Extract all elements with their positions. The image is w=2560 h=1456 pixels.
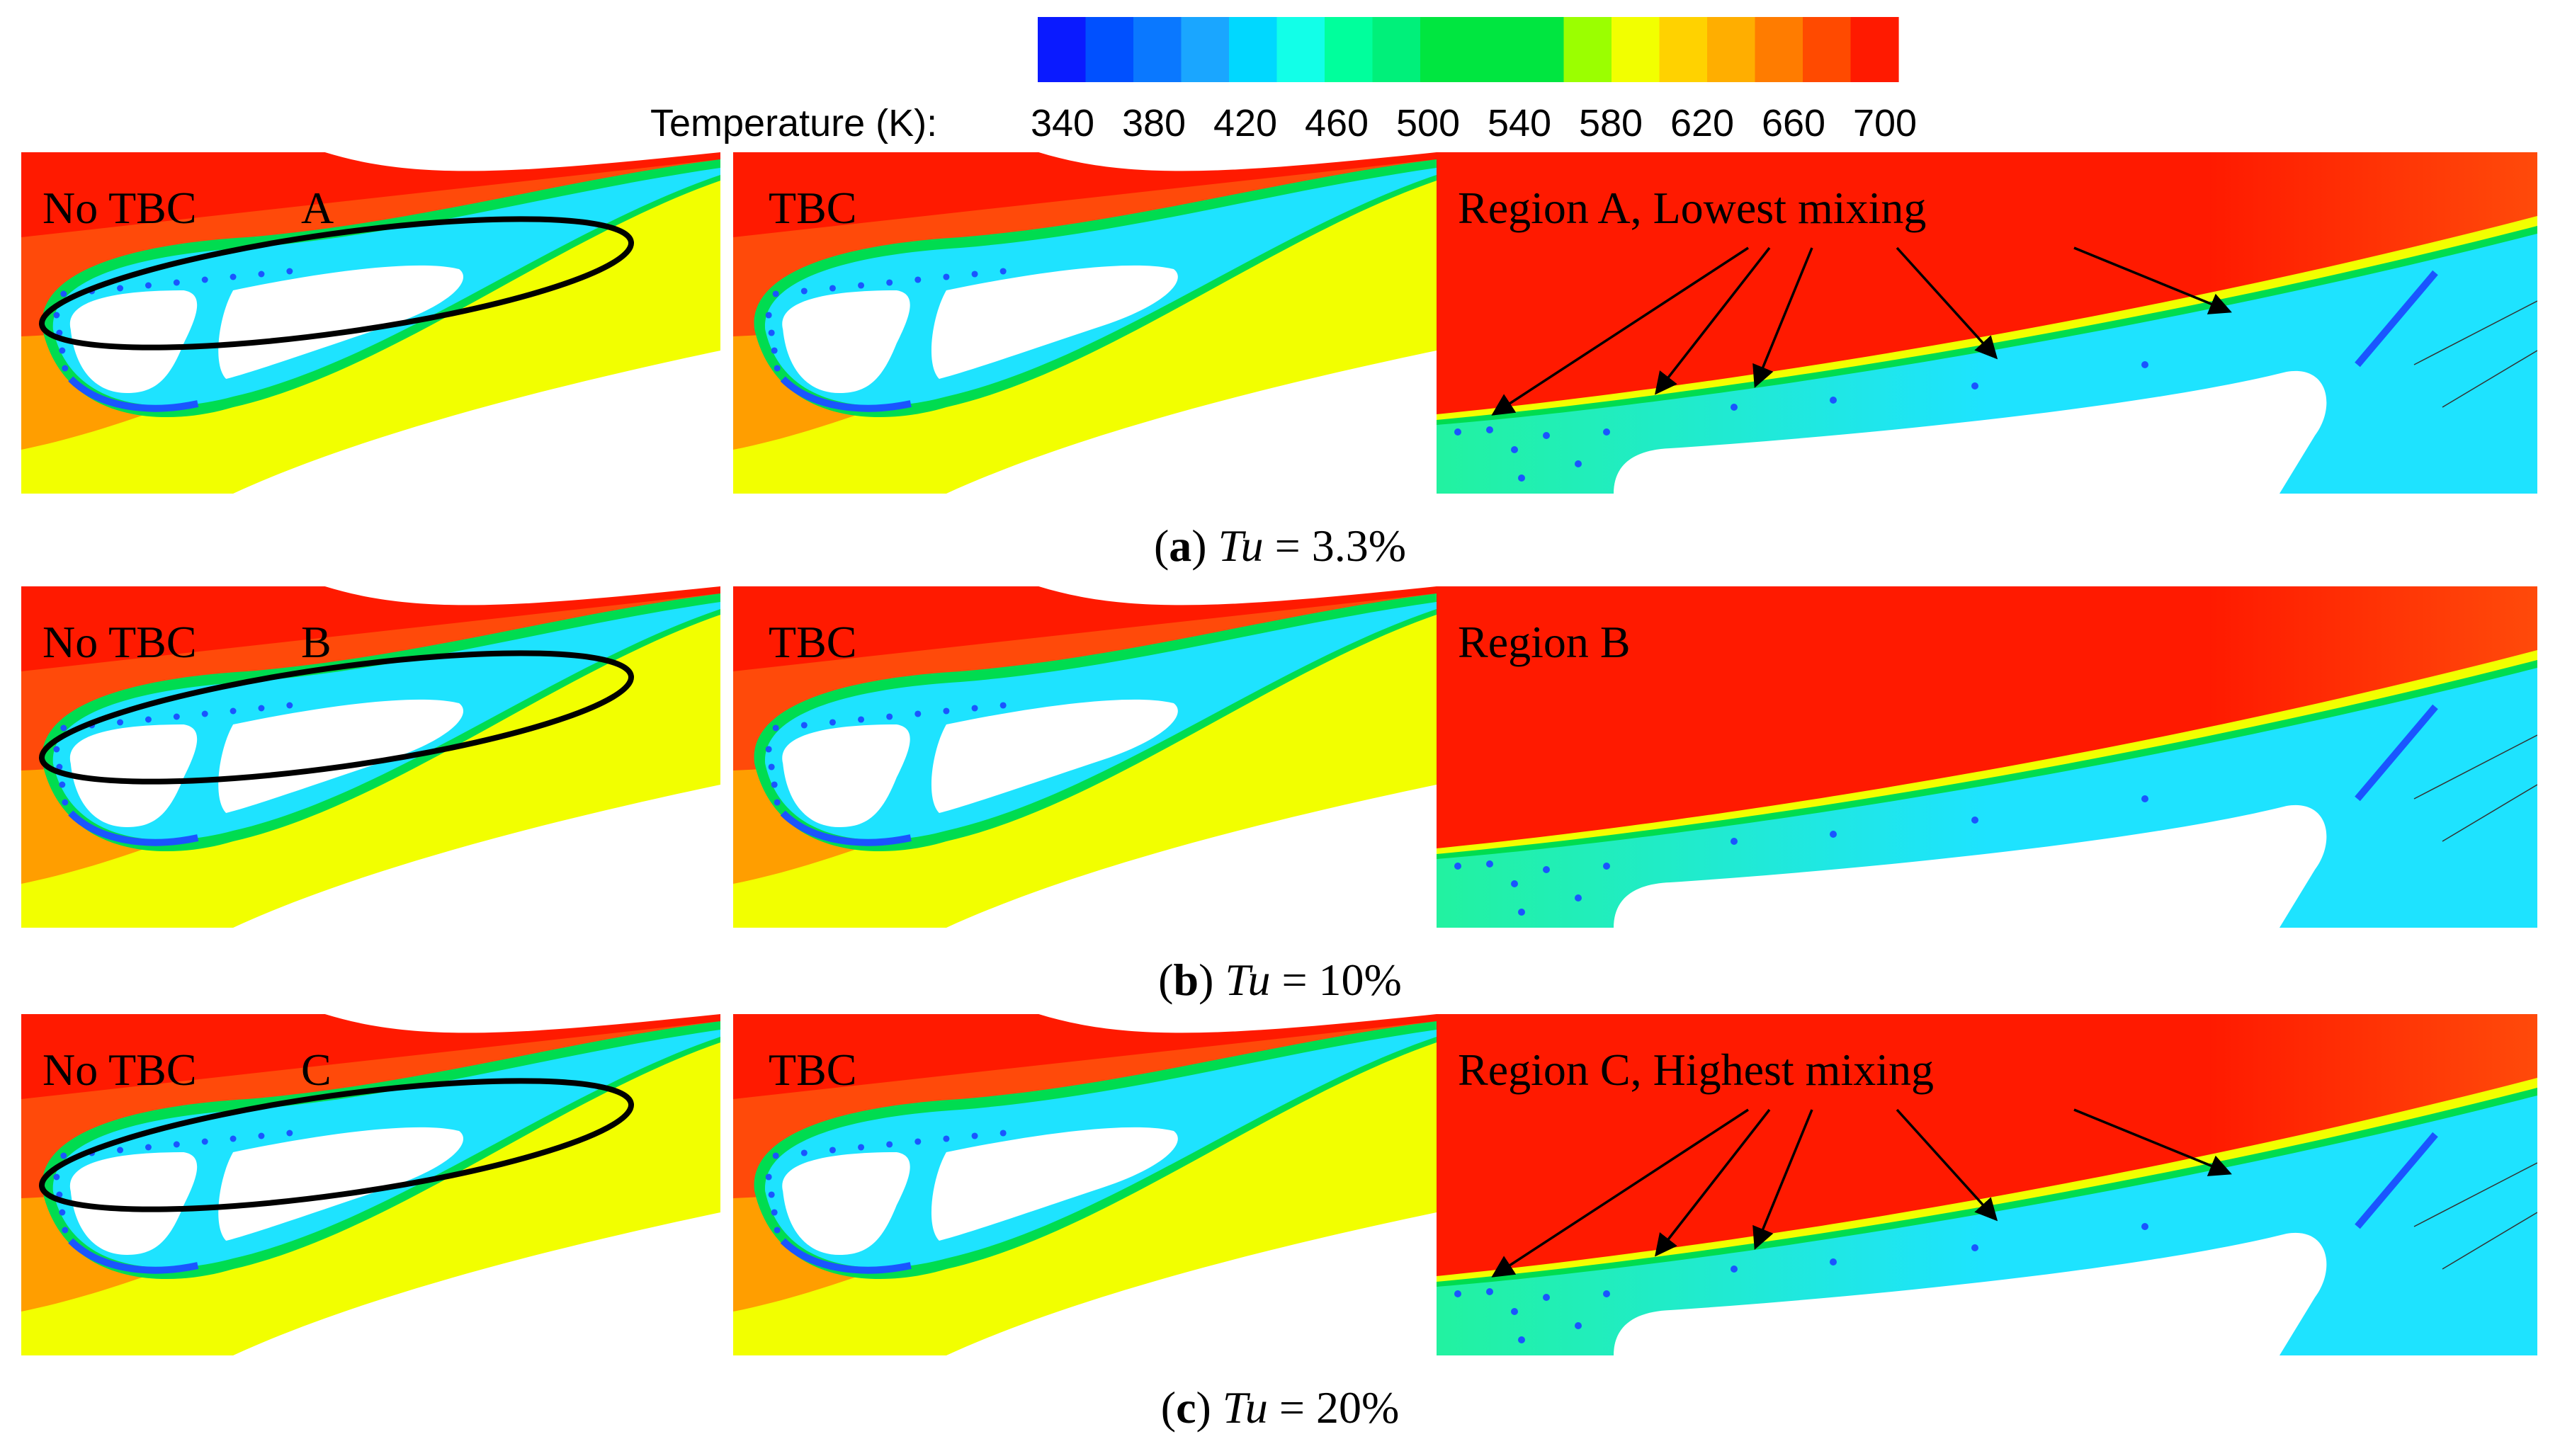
colorbar-tick-label: 460 — [1305, 102, 1369, 144]
caption-value: = 3.3% — [1264, 521, 1406, 571]
colorbar-swatch — [1755, 17, 1803, 82]
colorbar-swatch — [1468, 17, 1517, 82]
region-ellipse — [38, 650, 635, 785]
colorbar-swatch — [1563, 17, 1612, 82]
row-caption: (b) Tu = 10% — [1158, 955, 1402, 1005]
colorbar-tick-label: 340 — [1031, 102, 1094, 144]
panel-region-zoom: Region B — [1437, 586, 2537, 928]
colorbar-tick-label: 620 — [1670, 102, 1734, 144]
row-c: No TBC C TBC Region C, Highest mixing (c) Tu… — [21, 1014, 2537, 1433]
row-caption: (c) Tu = 20% — [1161, 1382, 1400, 1433]
colorbar-tick-label: 500 — [1396, 102, 1460, 144]
colorbar-swatch — [1038, 17, 1087, 82]
colorbar-tick-label: 420 — [1213, 102, 1277, 144]
label-region-letter: A — [301, 183, 334, 233]
caption-letter: c — [1176, 1382, 1196, 1433]
colorbar-tick-labels: 340 380 420 460 500 540 580 620 660 700 — [1031, 102, 1917, 144]
panel-tbc: TBC — [733, 1014, 1437, 1355]
panel-tbc: TBC — [733, 152, 1437, 494]
colorbar-swatch — [1325, 17, 1374, 82]
panel-no-tbc: No TBC A — [21, 152, 720, 494]
panel-region-zoom: Region A, Lowest mixing — [1437, 152, 2537, 494]
label-region-zoom: Region C, Highest mixing — [1458, 1045, 1934, 1095]
caption-tu: Tu — [1223, 1382, 1268, 1433]
colorbar-swatch — [1133, 17, 1182, 82]
colorbar-tick-label: 660 — [1762, 102, 1825, 144]
caption-tu: Tu — [1218, 521, 1264, 571]
panel-region-zoom: Region C, Highest mixing — [1437, 1014, 2537, 1355]
colorbar-tick-label: 580 — [1579, 102, 1643, 144]
colorbar-tick-label: 540 — [1488, 102, 1551, 144]
colorbar-swatch — [1516, 17, 1565, 82]
colorbar-tick-label: 380 — [1122, 102, 1186, 144]
caption-letter: b — [1173, 955, 1199, 1005]
label-region-letter: B — [301, 617, 332, 667]
label-region-zoom: Region B — [1458, 617, 1631, 667]
label-tbc: TBC — [769, 1045, 856, 1095]
colorbar-swatch — [1659, 17, 1708, 82]
colorbar-swatch — [1612, 17, 1660, 82]
colorbar-swatch — [1372, 17, 1421, 82]
row-b: No TBC B TBC Region B (b) Tu = 10% — [21, 586, 2537, 1005]
label-no-tbc: No TBC — [43, 1045, 197, 1095]
colorbar-swatch — [1229, 17, 1278, 82]
figure-rows: No TBC A TBC Region A, Lowest mixing (a) Tu … — [21, 152, 2537, 1433]
colorbar-swatch — [1850, 17, 1899, 82]
colorbar-swatch — [1420, 17, 1469, 82]
colorbar-swatch — [1085, 17, 1134, 82]
colorbar-tick-label: 700 — [1853, 102, 1917, 144]
panel-no-tbc: No TBC C — [21, 1014, 720, 1355]
caption-value: = 20% — [1268, 1382, 1399, 1433]
label-tbc: TBC — [769, 617, 856, 667]
colorbar — [1038, 17, 1899, 82]
label-region-zoom: Region A, Lowest mixing — [1458, 183, 1926, 233]
annotation-arrow — [1655, 246, 1771, 395]
label-region-letter: C — [301, 1045, 332, 1095]
annotation-arrow — [1752, 1109, 1813, 1250]
panel-no-tbc: No TBC B — [21, 586, 720, 928]
colorbar-swatch — [1803, 17, 1852, 82]
annotation-arrow — [1896, 246, 1998, 360]
annotation-arrow — [1491, 246, 1749, 416]
region-ellipse — [38, 216, 635, 351]
panel-tbc: TBC — [733, 586, 1437, 928]
annotation-arrow — [2073, 1108, 2232, 1176]
label-no-tbc: No TBC — [43, 617, 197, 667]
annotation-arrow — [2073, 246, 2232, 314]
row-a: No TBC A TBC Region A, Lowest mixing (a) Tu … — [21, 152, 2537, 571]
colorbar-swatch — [1276, 17, 1325, 82]
label-no-tbc: No TBC — [43, 183, 197, 233]
annotation-arrow — [1655, 1108, 1771, 1257]
region-ellipse — [38, 1078, 635, 1212]
colorbar-swatch — [1181, 17, 1230, 82]
row-caption: (a) Tu = 3.3% — [1154, 521, 1406, 571]
colorbar-label: Temperature (K): — [650, 102, 937, 144]
colorbar-swatch — [1707, 17, 1756, 82]
caption-letter: a — [1169, 521, 1191, 571]
label-tbc: TBC — [769, 183, 856, 233]
caption-tu: Tu — [1225, 955, 1270, 1005]
annotation-arrow — [1752, 247, 1813, 388]
annotation-arrow — [1896, 1108, 1998, 1222]
annotation-arrow — [1491, 1108, 1749, 1278]
caption-value: = 10% — [1270, 955, 1401, 1005]
